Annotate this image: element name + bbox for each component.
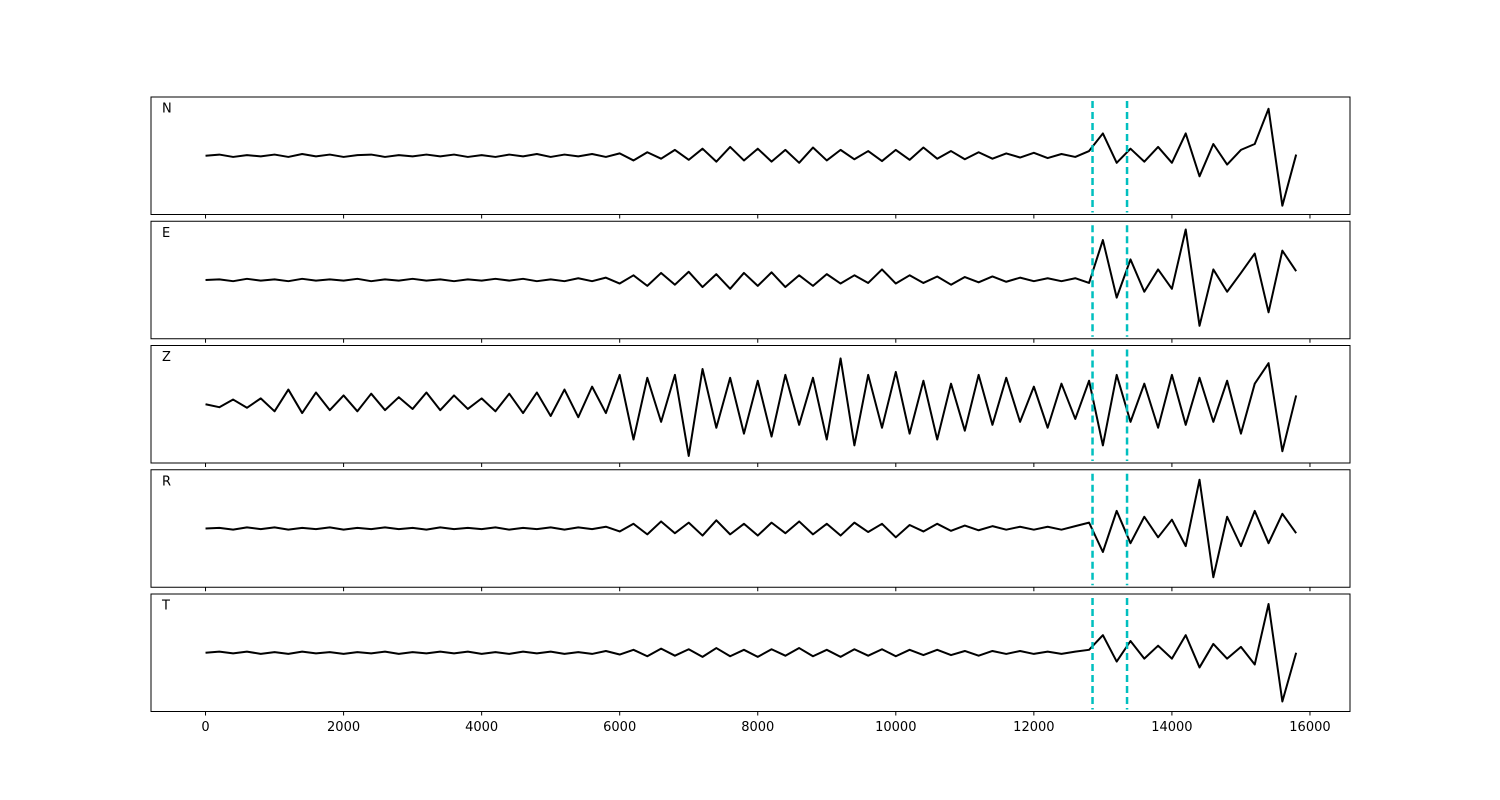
- trace: [205, 602, 1298, 703]
- x-tick-label: 4000: [465, 720, 498, 735]
- x-tick-label: 6000: [603, 720, 636, 735]
- x-tick-label: 8000: [741, 720, 774, 735]
- channel-label: R: [162, 474, 171, 489]
- panel-frame: [150, 593, 1351, 712]
- x-tick-label: 12000: [1013, 720, 1054, 735]
- panel-frame: [150, 469, 1351, 588]
- x-tick-label: 14000: [1151, 720, 1192, 735]
- x-tick-label: 16000: [1289, 720, 1330, 735]
- x-tick-label: 10000: [875, 720, 916, 735]
- trace: [205, 357, 1298, 457]
- trace: [205, 478, 1297, 579]
- panel-frame: [150, 220, 1351, 340]
- channel-label: E: [162, 226, 170, 241]
- panel-frame: [150, 96, 1351, 215]
- panel-frame: [150, 345, 1351, 464]
- channel-label: T: [161, 599, 170, 614]
- trace: [205, 107, 1298, 207]
- x-tick-label: 2000: [327, 720, 360, 735]
- x-tick-label: 0: [201, 720, 209, 735]
- channel-label: N: [162, 102, 172, 117]
- channel-label: Z: [162, 350, 171, 365]
- trace: [205, 228, 1297, 327]
